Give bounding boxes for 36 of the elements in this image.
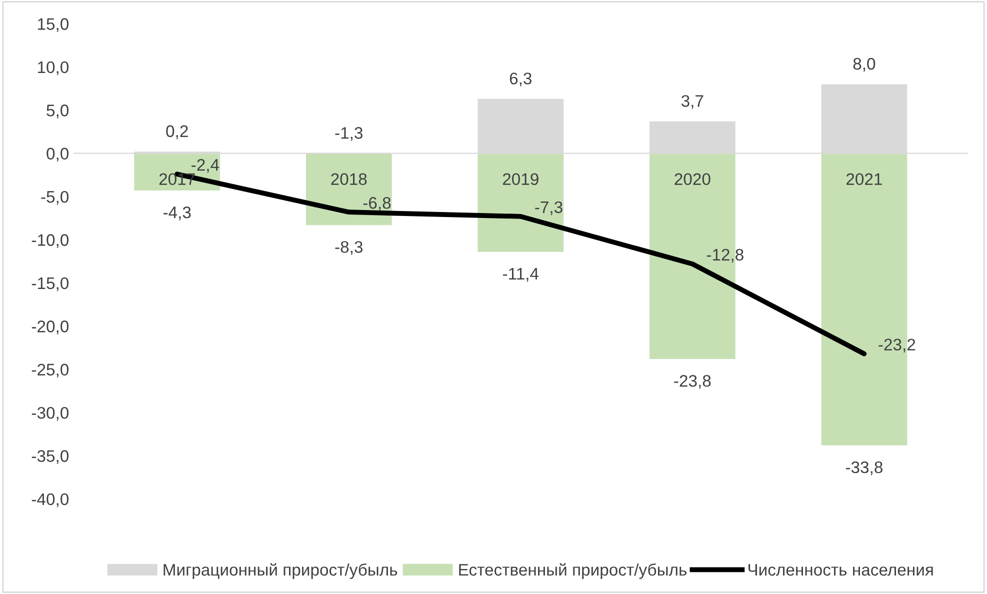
y-tick-label: 15,0: [38, 18, 69, 32]
y-tick-label: -30,0: [32, 406, 69, 421]
bar: [478, 153, 564, 252]
data-label: -8,3: [335, 241, 362, 255]
x-tick-label: 2018: [331, 173, 367, 186]
data-label: -23,2: [878, 338, 916, 352]
data-label: -33,8: [846, 461, 882, 476]
y-tick-label: -35,0: [32, 450, 69, 464]
data-label: 6,3: [510, 72, 532, 86]
x-tick-label: 2021: [846, 173, 882, 186]
y-tick-label: 0,0: [46, 148, 69, 162]
legend-label: Естественный прирост/убыль: [459, 563, 687, 579]
data-label: -6,8: [363, 197, 391, 211]
data-label: 8,0: [853, 58, 876, 72]
data-label: -11,4: [503, 268, 539, 282]
y-tick-label: 10,0: [38, 61, 69, 76]
data-label: 3,7: [681, 95, 704, 109]
y-tick-label: -40,0: [32, 493, 69, 508]
y-tick-label: -15,0: [32, 277, 69, 292]
y-tick-label: 5,0: [46, 104, 69, 118]
data-label: 0,2: [166, 125, 188, 140]
x-tick-label: 2020: [674, 173, 710, 186]
y-tick-label: -5,0: [41, 190, 69, 205]
legend-label: Численность населения: [748, 564, 933, 576]
text: -1,3: [335, 127, 362, 141]
x-tick-label: 2017: [159, 173, 195, 186]
data-label: -12,8: [706, 248, 744, 263]
data-label: -23,8: [674, 374, 711, 389]
legend-label: Миграционный прирост/убыль: [164, 563, 398, 579]
x-tick-label: 2019: [502, 173, 538, 186]
data-label: -2,4: [192, 158, 220, 173]
y-tick-label: -25,0: [32, 364, 69, 378]
y-tick-label: -10,0: [32, 234, 69, 248]
data-label: -7,3: [535, 201, 562, 216]
y-tick-label: -20,0: [32, 320, 69, 334]
data-label: -4,3: [163, 206, 191, 220]
